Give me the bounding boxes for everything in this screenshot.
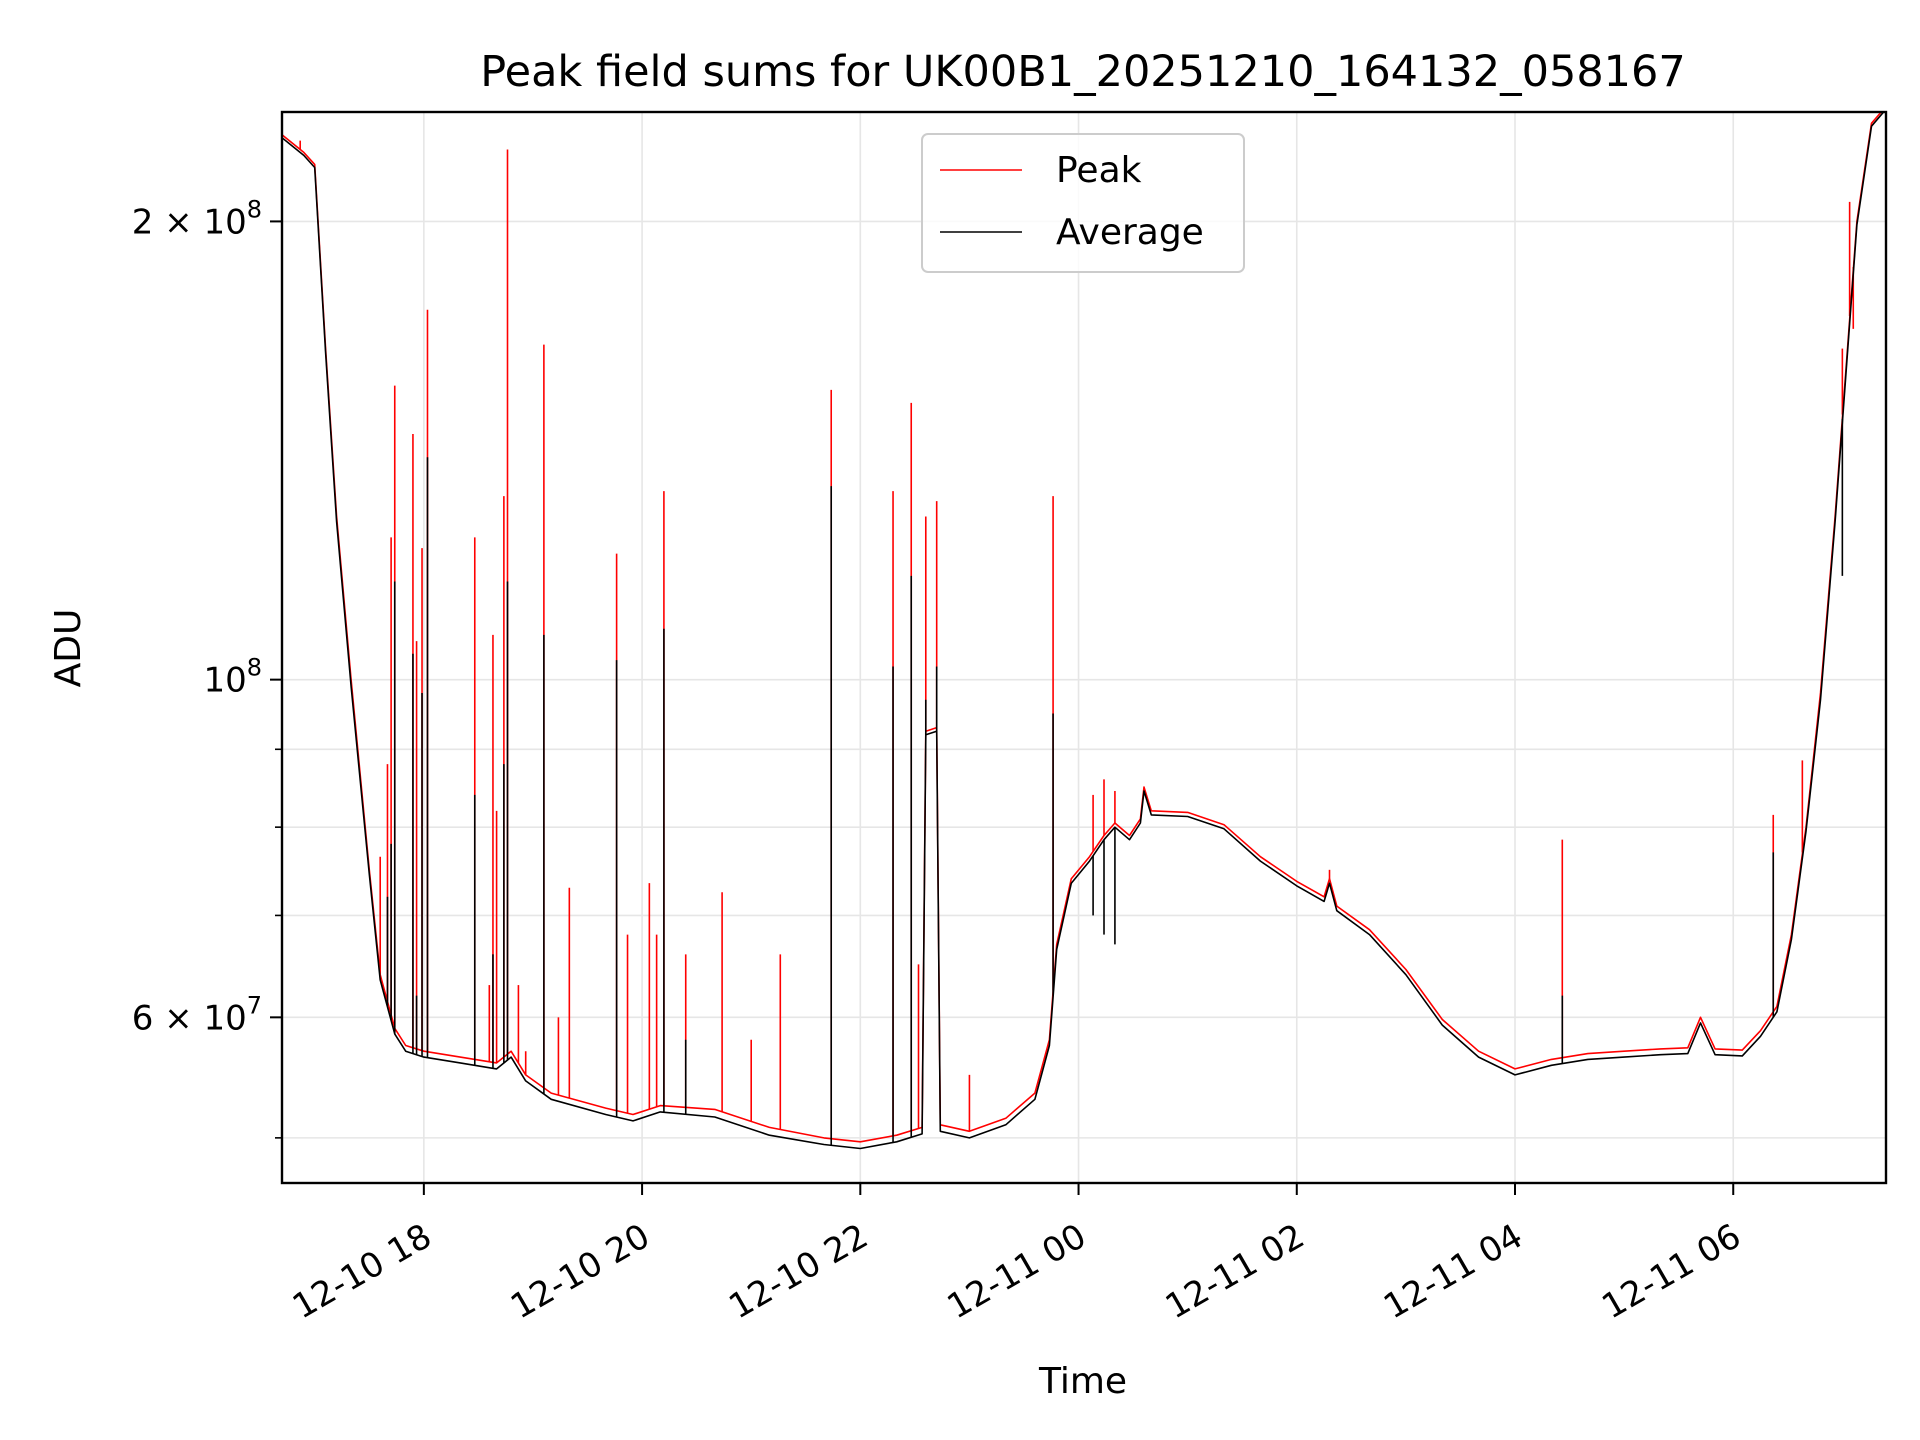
chart-title: Peak field sums for UK00B1_20251210_1641… (480, 47, 1686, 97)
legend: Peak Average (921, 133, 1245, 273)
legend-label-average: Average (1056, 212, 1204, 253)
series-line-peak (282, 112, 1883, 1143)
y-tick-label-exponent: 7 (247, 991, 262, 1019)
legend-label-peak: Peak (1056, 150, 1142, 191)
x-axis-label: Time (1038, 1361, 1127, 1402)
y-tick-label: 6 × 107 (132, 991, 262, 1038)
y-tick-label-base: 6 × 10 (132, 998, 247, 1038)
y-tick-label-exponent: 8 (247, 654, 262, 682)
y-axis-label: ADU (48, 609, 89, 688)
legend-box (921, 133, 1245, 273)
series-layer (282, 112, 1885, 1150)
y-tick-label: 108 (203, 654, 262, 701)
y-tick-label-base: 10 (203, 661, 246, 701)
grid (282, 112, 1886, 1183)
y-tick-label-base: 2 × 10 (132, 202, 247, 242)
y-tick-label-exponent: 8 (247, 195, 262, 223)
y-tick-label: 2 × 108 (132, 195, 262, 242)
plot-frame (280, 110, 1888, 1185)
